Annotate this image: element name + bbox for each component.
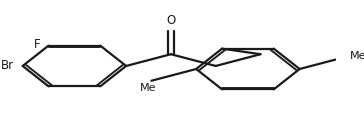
Text: F: F [33,38,40,51]
Text: O: O [166,14,175,27]
Text: Br: Br [1,59,14,72]
Text: Me: Me [140,83,156,93]
Text: Me: Me [349,51,364,61]
